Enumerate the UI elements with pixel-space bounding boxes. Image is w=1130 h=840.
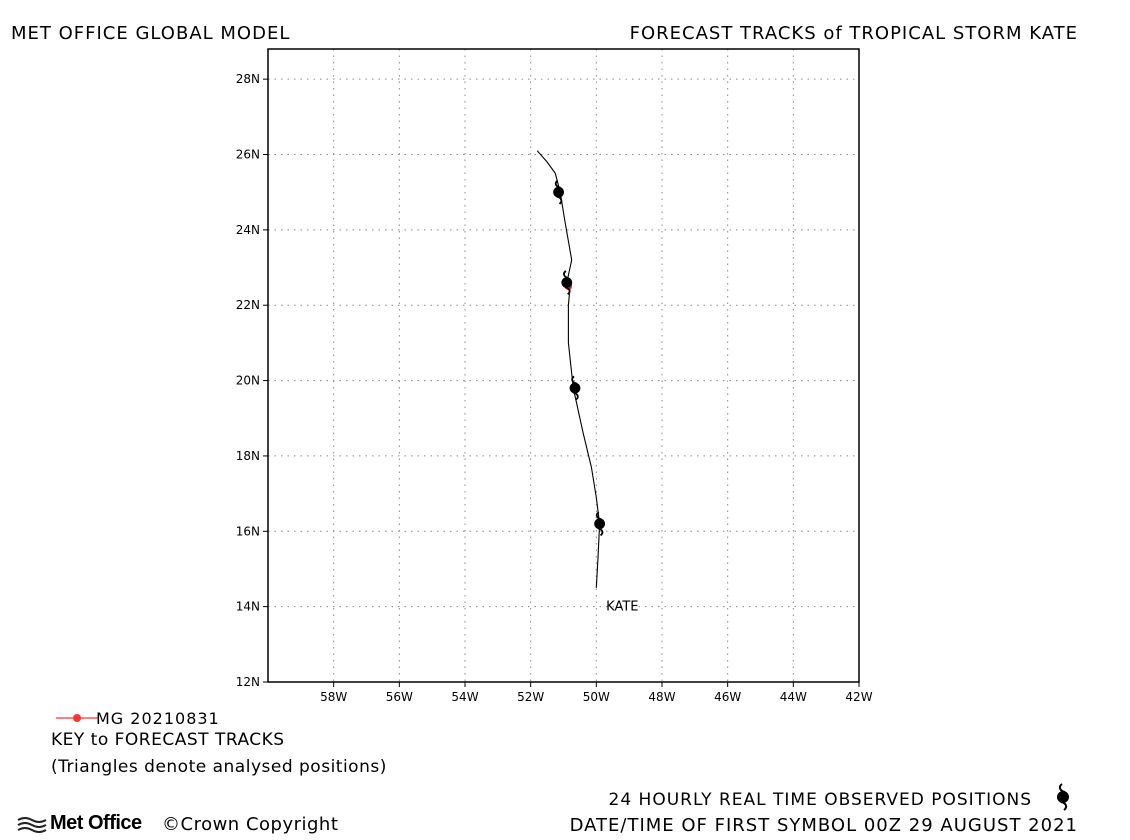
hurricane-symbol-icon — [560, 269, 574, 296]
lat-tick-label: 26N — [236, 148, 260, 162]
lat-tick-label: 14N — [236, 600, 260, 614]
hurricane-symbol-icon — [1056, 783, 1070, 811]
lat-tick-label: 28N — [236, 72, 260, 86]
forecast-run-marker — [56, 714, 98, 722]
storm-name-label: KATE — [606, 600, 638, 615]
lat-tick-label: 12N — [236, 675, 260, 689]
observed-track-line — [536, 150, 601, 588]
observed-positions-note: 24 HOURLY REAL TIME OBSERVED POSITIONS — [608, 790, 1032, 810]
lon-tick-label: 48W — [648, 690, 675, 704]
lon-tick-label: 52W — [517, 690, 544, 704]
axis-ticks: 58W 56W 54W 52W 50W 48W 46W 44W 42W 12N 14N 16N 18N 2… — [236, 72, 873, 704]
storm-track — [536, 150, 601, 588]
chart-title: FORECAST TRACKS of TROPICAL STORM KATE — [629, 23, 1078, 44]
lon-tick-label: 54W — [451, 690, 478, 704]
copyright: ©Crown Copyright — [162, 814, 339, 835]
lat-tick-label: 20N — [236, 374, 260, 388]
key-title: KEY to FORECAST TRACKS — [51, 730, 285, 750]
forecast-run-label: MG 20210831 — [96, 709, 220, 728]
lon-tick-label: 50W — [583, 690, 610, 704]
lat-tick-label: 16N — [236, 524, 260, 538]
lon-tick-label: 44W — [780, 690, 807, 704]
lon-tick-label: 42W — [845, 690, 872, 704]
lon-tick-label: 46W — [714, 690, 741, 704]
lon-tick-label: 58W — [320, 690, 347, 704]
first-symbol-datetime: DATE/TIME OF FIRST SYMBOL 00Z 29 AUGUST … — [569, 815, 1078, 836]
map-frame — [267, 48, 860, 683]
grid-lines — [268, 49, 859, 682]
key-note: (Triangles denote analysed positions) — [51, 757, 387, 777]
met-office-logo-icon — [17, 817, 47, 833]
met-office-logo: Met Office — [50, 812, 142, 834]
lat-tick-label: 24N — [236, 223, 260, 237]
lat-tick-label: 22N — [236, 298, 260, 312]
storm-symbols — [552, 179, 606, 537]
model-title: MET OFFICE GLOBAL MODEL — [11, 23, 291, 44]
lon-tick-label: 56W — [386, 690, 413, 704]
lat-tick-label: 18N — [236, 449, 260, 463]
